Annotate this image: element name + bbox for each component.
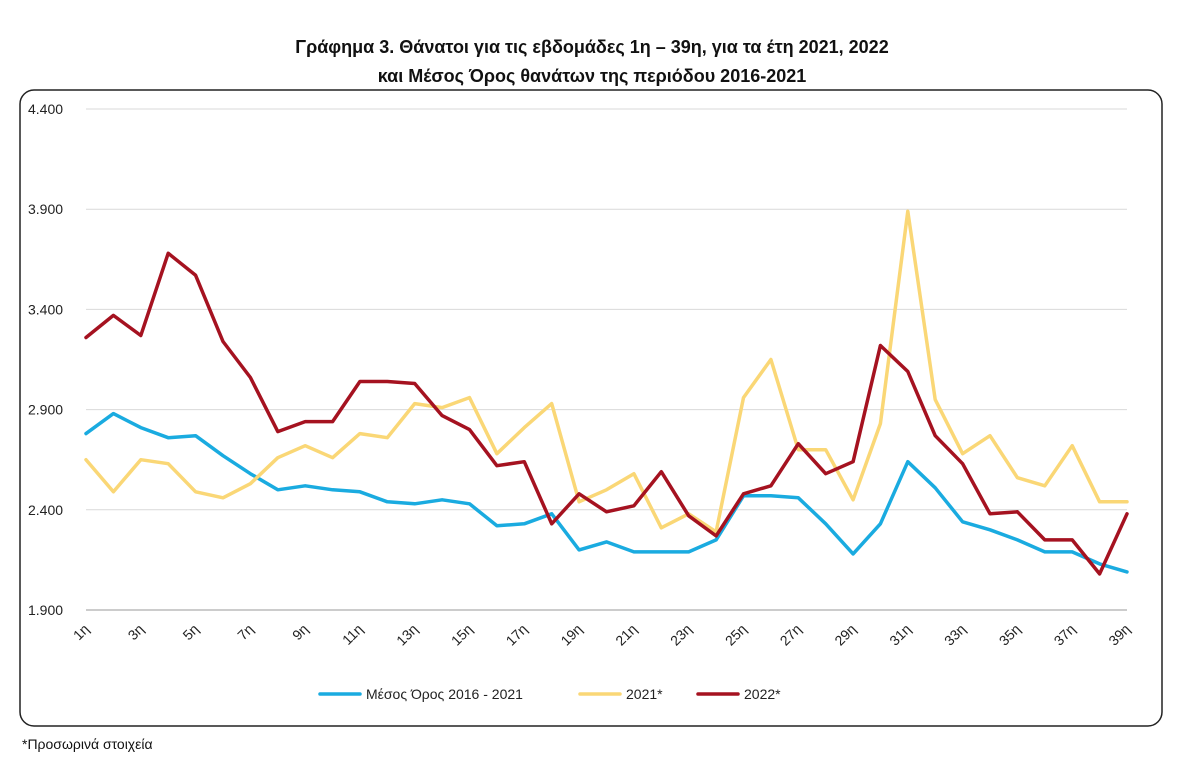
- legend: Μέσος Όρος 2016 - 2021 2021* 2022*: [318, 686, 781, 702]
- legend-label-3: 2022*: [744, 686, 781, 702]
- series-line-1: [84, 411, 1129, 574]
- chart-title-line-2: και Μέσος Όρος θανάτων της περιόδου 2016…: [378, 66, 807, 86]
- y-tick-label: 3.900: [28, 201, 63, 217]
- series-line-2: [84, 209, 1129, 534]
- legend-label-2: 2021*: [626, 686, 663, 702]
- y-tick-label: 3.400: [28, 301, 63, 317]
- y-tick-label: 1.900: [28, 602, 63, 618]
- series-line-3: [84, 251, 1129, 576]
- series-lines: [84, 209, 1129, 576]
- y-tick-label: 2.400: [28, 502, 63, 518]
- y-axis-ticks: 1.900 2.400 2.900 3.400 3.900 4.400: [28, 101, 63, 618]
- chart-frame: [19, 89, 1163, 727]
- legend-label-1: Μέσος Όρος 2016 - 2021: [366, 686, 523, 702]
- chart-title-line-1: Γράφημα 3. Θάνατοι για τις εβδομάδες 1η …: [295, 37, 888, 57]
- y-tick-label: 4.400: [28, 101, 63, 117]
- y-tick-label: 2.900: [28, 402, 63, 418]
